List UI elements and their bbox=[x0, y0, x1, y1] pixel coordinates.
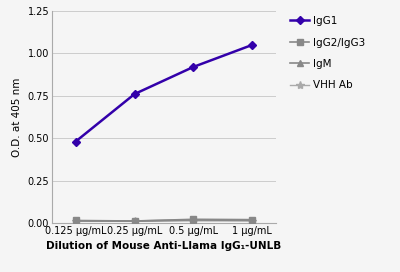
IgG1 bbox=[73, 140, 78, 143]
IgM bbox=[191, 218, 196, 222]
IgG2/IgG3 bbox=[250, 218, 255, 221]
Line: VHH Ab: VHH Ab bbox=[72, 217, 256, 225]
IgG1 bbox=[132, 92, 137, 96]
IgM bbox=[132, 220, 137, 223]
IgG1 bbox=[191, 65, 196, 69]
IgM bbox=[73, 219, 78, 222]
Line: IgG1: IgG1 bbox=[72, 42, 256, 145]
VHH Ab bbox=[132, 220, 137, 223]
IgG2/IgG3 bbox=[191, 218, 196, 221]
X-axis label: Dilution of Mouse Anti-Llama IgG₁-UNLB: Dilution of Mouse Anti-Llama IgG₁-UNLB bbox=[46, 241, 282, 251]
VHH Ab bbox=[191, 219, 196, 222]
IgG1 bbox=[250, 43, 255, 47]
Line: IgG2/IgG3: IgG2/IgG3 bbox=[72, 216, 256, 224]
IgG2/IgG3 bbox=[132, 220, 137, 223]
Legend: IgG1, IgG2/IgG3, IgM, VHH Ab: IgG1, IgG2/IgG3, IgM, VHH Ab bbox=[290, 16, 365, 91]
VHH Ab bbox=[73, 220, 78, 223]
IgM bbox=[250, 219, 255, 222]
VHH Ab bbox=[250, 220, 255, 223]
IgG2/IgG3 bbox=[73, 219, 78, 222]
Line: IgM: IgM bbox=[72, 217, 256, 224]
Y-axis label: O.D. at 405 nm: O.D. at 405 nm bbox=[12, 77, 22, 157]
